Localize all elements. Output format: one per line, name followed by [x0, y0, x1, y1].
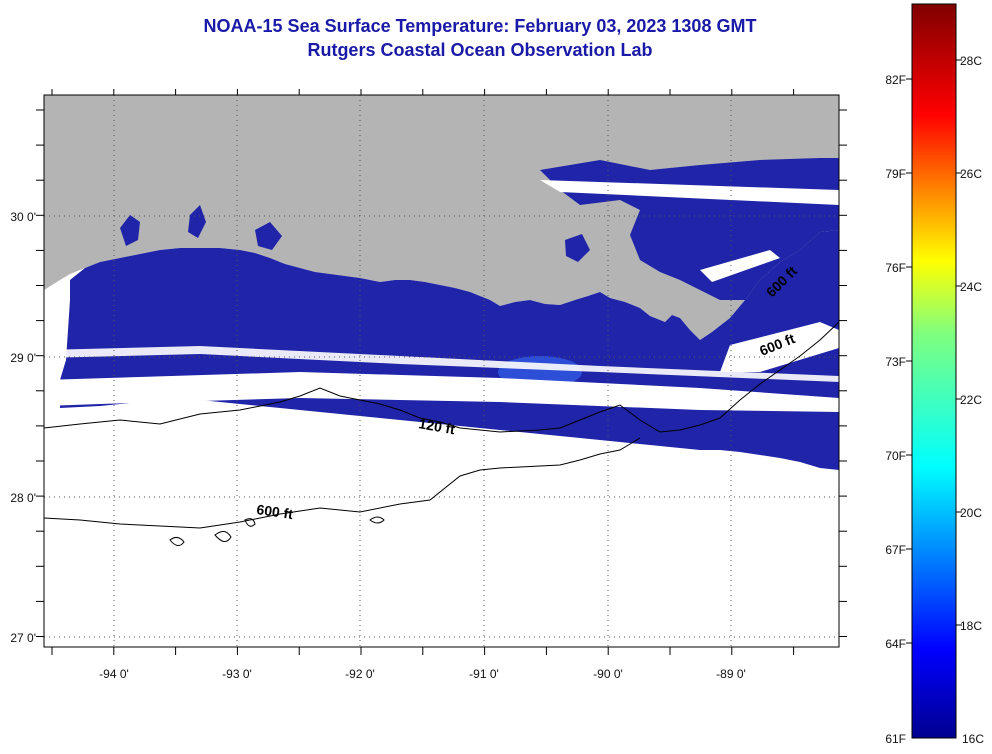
colorbar-ticks	[906, 59, 962, 644]
sst-patch-north	[120, 215, 140, 246]
colorbar-f-label: 67F	[885, 543, 906, 557]
lon-label: -93 0'	[222, 667, 252, 681]
colorbar-c-label: 18C	[960, 619, 982, 633]
lon-label: -91 0'	[469, 667, 499, 681]
colorbar-c-label: 26C	[960, 167, 982, 181]
sst-patch-north4	[565, 234, 590, 262]
lon-label: -90 0'	[593, 667, 623, 681]
colorbar-c-label: 24C	[960, 280, 982, 294]
bathymetry-contours	[44, 321, 839, 546]
map-layers	[44, 95, 839, 647]
sst-patch-north3	[255, 222, 282, 250]
chart-title: NOAA-15 Sea Surface Temperature: Februar…	[203, 16, 757, 36]
plot-frame	[43, 94, 840, 648]
colorbar	[911, 3, 957, 739]
contour-label-120ft: 120 ft	[417, 415, 456, 437]
lat-label: 27 0'	[10, 631, 36, 645]
axis-ticks	[36, 89, 847, 655]
colorbar-f-label: 70F	[885, 449, 906, 463]
colorbar-f-label: 79F	[885, 167, 906, 181]
land-mass	[44, 95, 839, 340]
grid-lines	[44, 95, 839, 647]
colorbar-c-label: 28C	[960, 54, 982, 68]
lon-label: -92 0'	[345, 667, 375, 681]
lat-label: 28 0'	[10, 491, 36, 505]
lon-label: -94 0'	[99, 667, 129, 681]
colorbar-f-label: 64F	[885, 637, 906, 651]
colorbar-f-label: 61F	[885, 732, 906, 746]
chart-subtitle: Rutgers Coastal Ocean Observation Lab	[307, 40, 653, 60]
colorbar-c-label: 22C	[960, 393, 982, 407]
lat-label: 30 0'	[10, 210, 36, 224]
colorbar-f-label: 73F	[885, 355, 906, 369]
colorbar-f-label: 76F	[885, 261, 906, 275]
sst-coverage	[60, 230, 839, 470]
lon-label: -89 0'	[716, 667, 746, 681]
colorbar-f-label: 82F	[885, 73, 906, 87]
sst-patch-north2	[188, 205, 206, 238]
cloud-gaps	[44, 180, 839, 412]
lat-label: 29 0'	[10, 351, 36, 365]
colorbar-c-label: 16C	[962, 732, 984, 746]
contour-label-600ft-west: 600 ft	[256, 501, 295, 522]
colorbar-c-label: 20C	[960, 506, 982, 520]
